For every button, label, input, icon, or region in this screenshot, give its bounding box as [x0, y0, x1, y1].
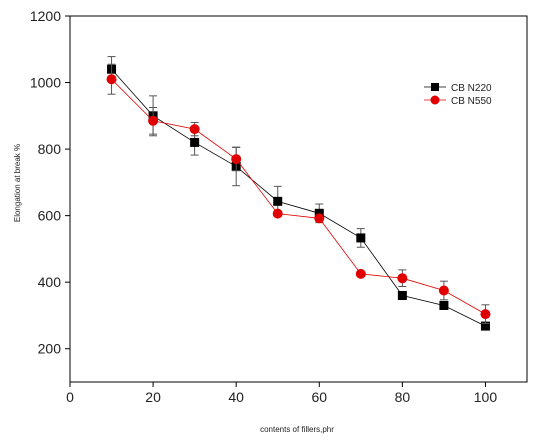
plot-frame [69, 15, 528, 383]
data-point [148, 115, 159, 126]
x-tick-label: 80 [395, 389, 411, 405]
series-line [111, 78, 486, 315]
x-tick-label: 20 [145, 389, 161, 405]
series-layer [106, 56, 491, 331]
data-point [439, 300, 449, 310]
data-point [190, 137, 200, 147]
data-point [397, 273, 408, 284]
data-point [272, 208, 283, 219]
axes: 0 20 40 60 80 100 200 400 600 800 1000 1200 [30, 8, 528, 405]
legend-label: CB N550 [451, 96, 492, 107]
x-tick-label: 0 [66, 389, 74, 405]
data-point [314, 213, 325, 224]
data-point [480, 321, 490, 331]
legend: CB N220 CB N550 [424, 83, 492, 107]
legend-item: CB N550 [424, 95, 492, 107]
data-point [397, 290, 407, 300]
data-point [355, 268, 366, 279]
legend-item: CB N220 [424, 83, 492, 94]
data-point [189, 124, 200, 135]
data-point [106, 74, 117, 85]
y-axis-label: Elongation at break % [13, 144, 22, 222]
y-tick-label: 600 [38, 208, 62, 224]
legend-marker [430, 95, 440, 105]
x-tick-label: 40 [228, 389, 244, 405]
data-point [438, 285, 449, 296]
legend-label: CB N220 [451, 83, 492, 94]
y-tick-label: 1200 [30, 8, 61, 24]
data-point [480, 309, 491, 320]
y-tick-label: 1000 [30, 75, 61, 91]
data-point [356, 233, 366, 243]
series-line [111, 68, 486, 327]
x-tick-label: 100 [474, 389, 498, 405]
x-axis-label: contents of fillers,phr [260, 425, 334, 434]
y-tick-label: 400 [38, 274, 62, 290]
legend-marker [431, 83, 439, 91]
y-tick-label: 800 [38, 141, 62, 157]
series-cb-n550 [106, 63, 491, 324]
data-point [231, 154, 242, 165]
y-tick-label: 200 [38, 341, 62, 357]
x-tick-label: 60 [311, 389, 327, 405]
data-point [273, 196, 283, 206]
